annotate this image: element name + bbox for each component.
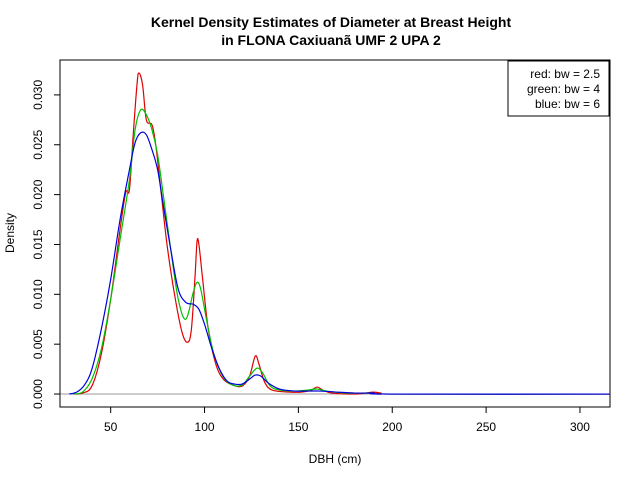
x-axis: 50 100 150 200 250 300 <box>104 406 590 434</box>
legend-entry-blue: blue: bw = 6 <box>535 97 600 111</box>
y-tick-label: 0.015 <box>31 229 45 259</box>
y-tick-label: 0.025 <box>31 129 45 159</box>
y-axis: 0.000 0.005 0.010 0.015 0.020 0.025 0.030 <box>31 80 61 409</box>
x-tick-label: 100 <box>195 420 215 434</box>
density-curve-green <box>73 108 611 395</box>
x-tick-label: 300 <box>570 420 590 434</box>
legend-entry-green: green: bw = 4 <box>527 82 600 96</box>
x-tick-label: 250 <box>476 420 496 434</box>
x-tick-label: 50 <box>104 420 118 434</box>
y-tick-label: 0.010 <box>31 279 45 309</box>
y-axis-label: Density <box>3 213 17 253</box>
legend-box <box>507 60 610 117</box>
density-curve-red <box>73 72 611 395</box>
chart-title-line2: in FLONA Caxiuanã UMF 2 UPA 2 <box>221 32 441 48</box>
y-tick-label: 0.020 <box>31 179 45 209</box>
y-tick-label: 0.030 <box>31 80 45 110</box>
x-axis-label: DBH (cm) <box>309 452 362 466</box>
chart-title-line1: Kernel Density Estimates of Diameter at … <box>151 14 512 30</box>
y-tick-label: 0.000 <box>31 379 45 409</box>
y-tick-label: 0.005 <box>31 329 45 359</box>
legend-entry-red: red: bw = 2.5 <box>530 67 600 81</box>
x-tick-label: 150 <box>288 420 308 434</box>
series-layer <box>69 72 611 395</box>
x-tick-label: 200 <box>382 420 402 434</box>
legend: red: bw = 2.5 green: bw = 4 blue: bw = 6 <box>507 60 610 117</box>
density-curve-blue <box>69 131 611 395</box>
